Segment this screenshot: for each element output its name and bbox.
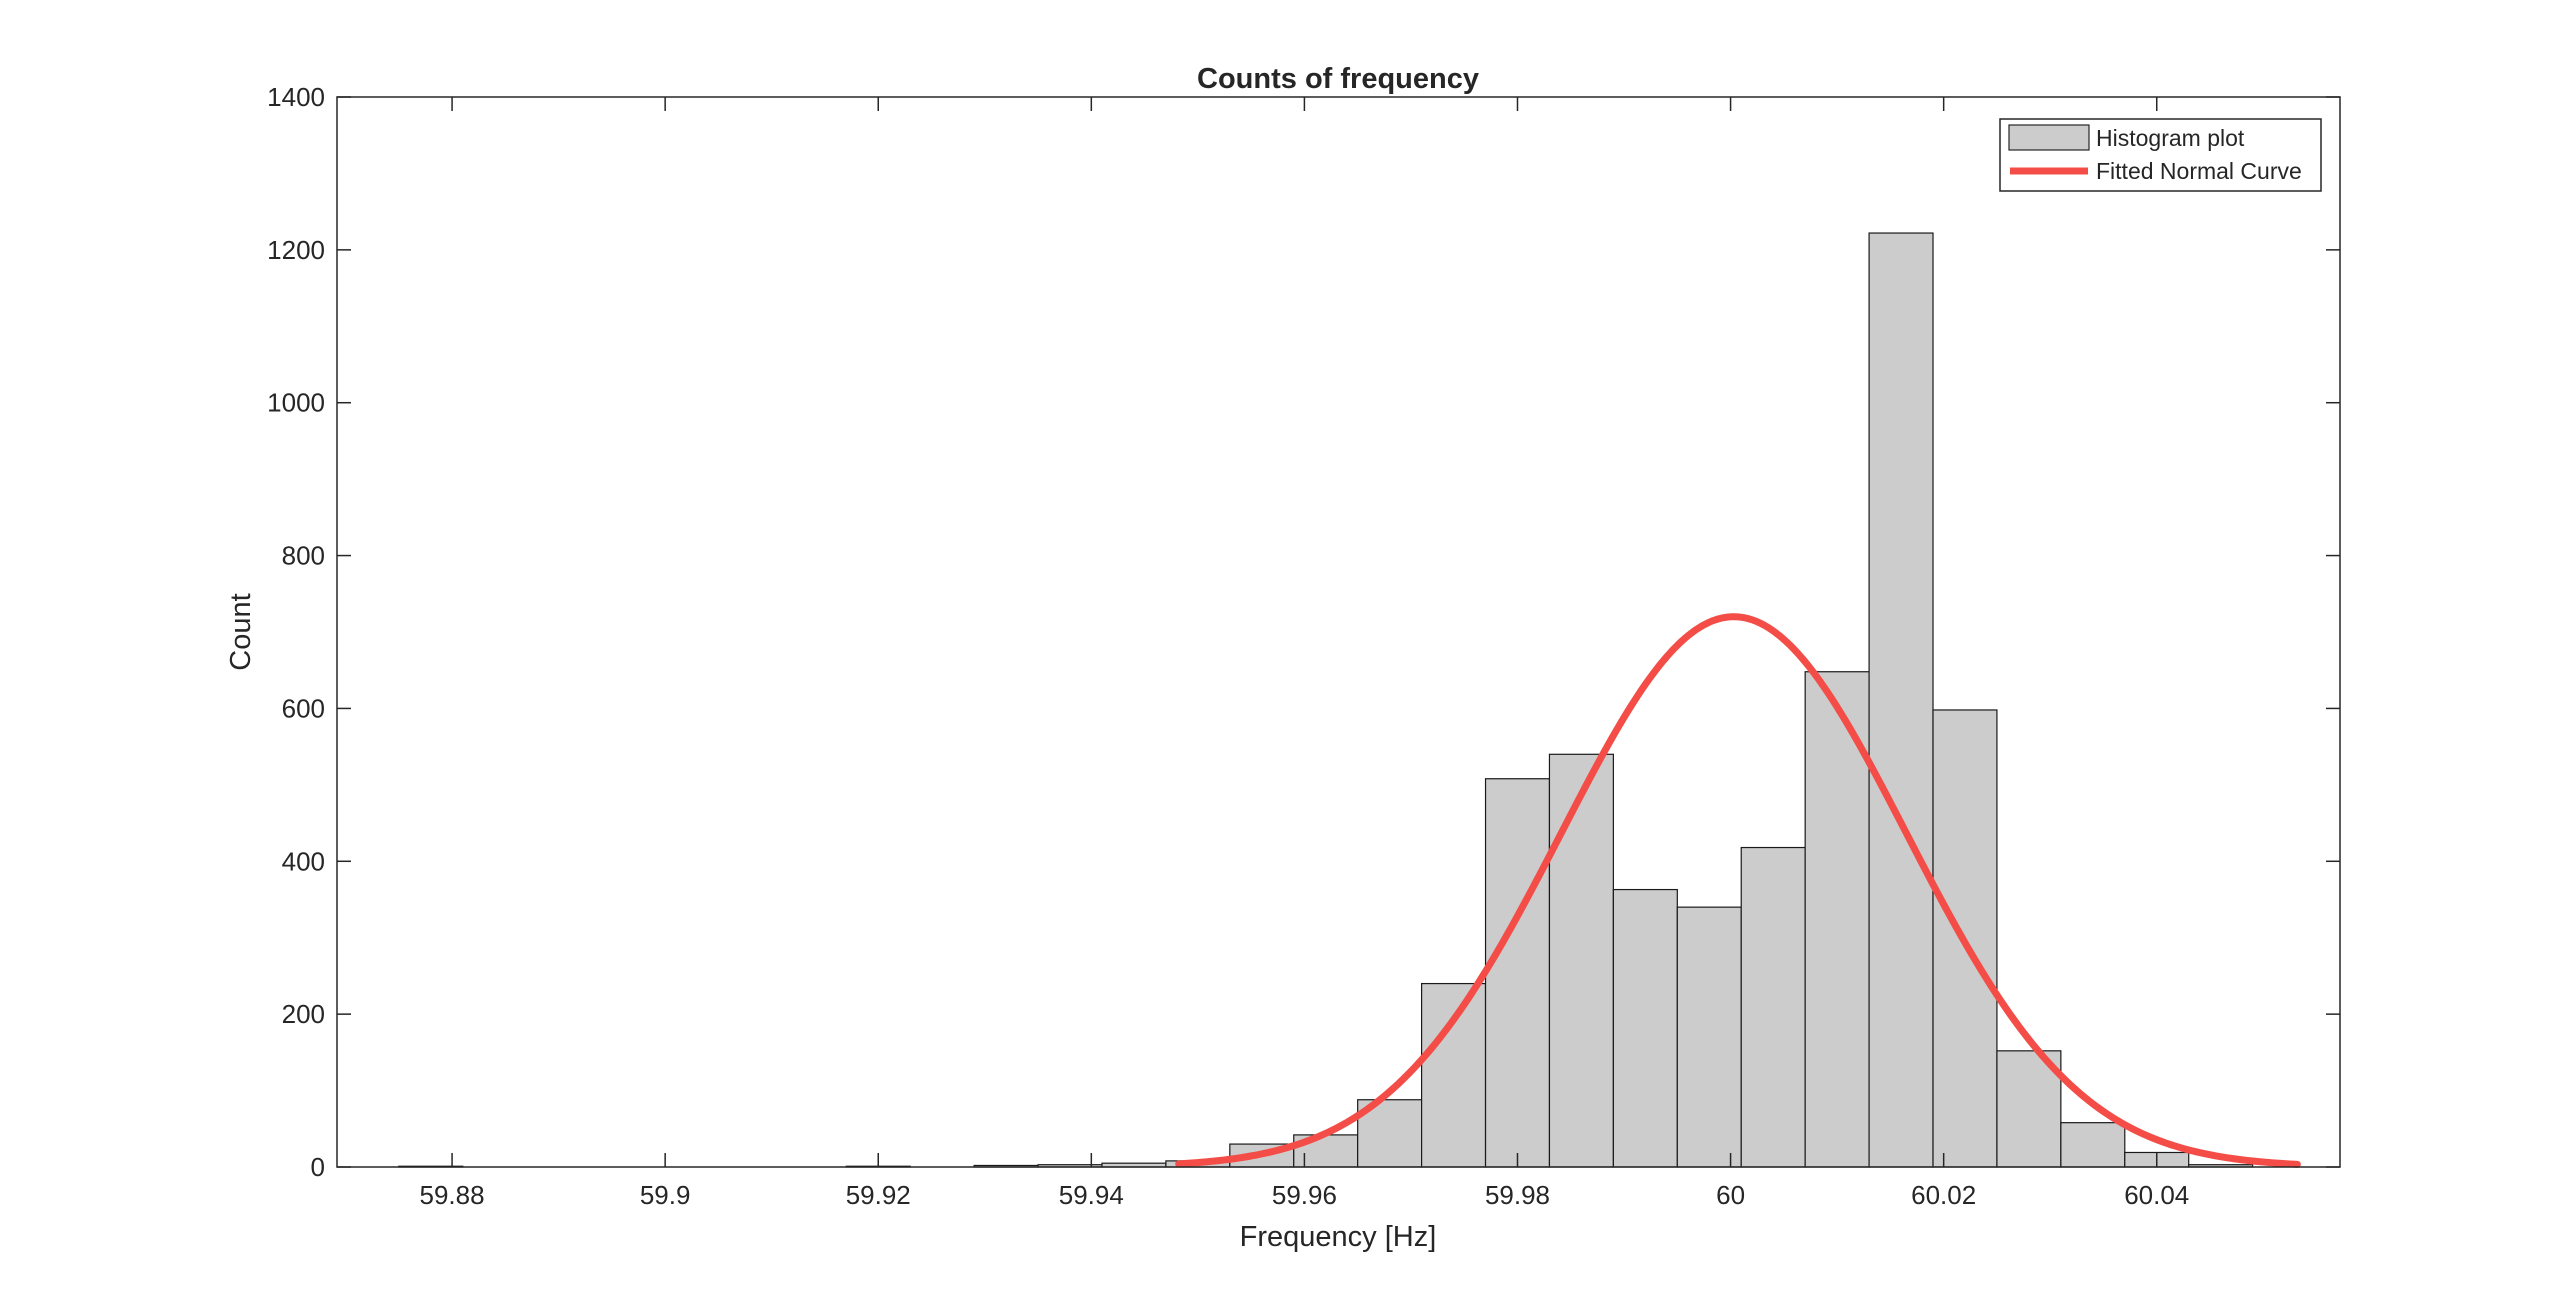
legend: Histogram plot Fitted Normal Curve (1999, 118, 2322, 192)
y-tick-label: 1200 (267, 235, 325, 265)
histogram-bar (1804, 671, 1870, 1168)
x-tick-label: 59.92 (846, 1180, 911, 1210)
legend-fit-label: Fitted Normal Curve (2096, 158, 2302, 184)
y-tick-label: 1400 (267, 82, 325, 112)
histogram-bar (1740, 846, 1806, 1168)
x-axis-label: Frequency [Hz] (1240, 1221, 1437, 1253)
y-axis-label: Count (225, 593, 257, 670)
y-tick-label: 200 (282, 999, 325, 1029)
x-tick-label: 60 (1716, 1180, 1745, 1210)
histogram-bar (1868, 232, 1934, 1168)
histogram-bar (1420, 982, 1487, 1168)
y-tick-labels: 0 200 400 600 800 1000 1200 1400 (267, 82, 325, 1182)
x-tick-label: 60.02 (1911, 1180, 1976, 1210)
histogram-bars (398, 232, 2254, 1168)
y-tick-label: 800 (282, 541, 325, 571)
histogram-bar (1612, 888, 1678, 1168)
histogram-bar (1996, 1050, 2062, 1168)
x-tick-label: 59.9 (640, 1180, 691, 1210)
plot-area (337, 97, 2340, 1167)
y-tick-label: 1000 (267, 388, 325, 418)
histogram-bar (2060, 1122, 2126, 1168)
histogram-bar (1484, 778, 1551, 1168)
x-tick-label: 59.94 (1059, 1180, 1124, 1210)
x-tick-labels: 59.88 59.9 59.92 59.94 59.96 59.98 60 60.02 60.0… (420, 1180, 2190, 1210)
x-tick-label: 59.96 (1272, 1180, 1337, 1210)
axes-box (336, 96, 2341, 1168)
chart-title: Counts of frequency (1197, 63, 1479, 95)
fitted-normal-curve (1175, 613, 2301, 1168)
y-tick-label: 0 (311, 1152, 325, 1182)
x-tick-label: 59.88 (420, 1180, 485, 1210)
legend-histogram-swatch (2008, 124, 2090, 151)
y-tick-label: 400 (282, 846, 325, 876)
x-tick-label: 59.98 (1485, 1180, 1550, 1210)
axis-ticks (337, 96, 2340, 1168)
y-tick-label: 600 (282, 693, 325, 723)
legend-histogram-label: Histogram plot (2096, 125, 2245, 151)
histogram-bar (1676, 906, 1742, 1168)
x-tick-label: 60.04 (2124, 1180, 2189, 1210)
histogram-bar (1548, 753, 1614, 1168)
